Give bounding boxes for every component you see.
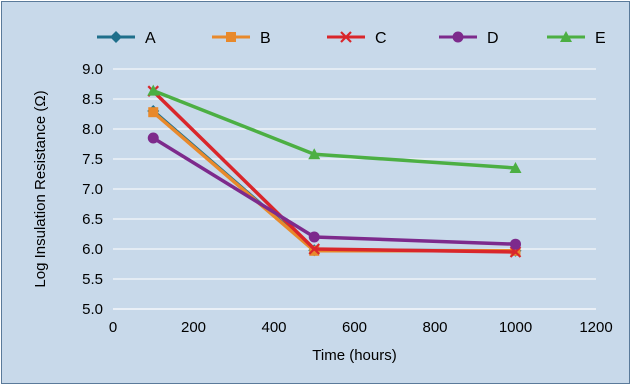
series-d: [147, 132, 521, 250]
x-tick-label: 400: [261, 319, 286, 336]
axes: 5.0 5.5 6.0 6.5 7.0 7.5 8.0 8.5 9.0 0 200 400 600 800…: [82, 61, 613, 336]
legend-marker: [452, 31, 464, 43]
legend: A B C D E: [97, 30, 606, 47]
data-point: [308, 243, 321, 255]
data-point: [309, 245, 320, 256]
x-tick-label: 800: [422, 319, 447, 336]
data-point: [147, 84, 160, 96]
legend-item-d: D: [439, 30, 499, 47]
legend-item-a: A: [97, 30, 156, 47]
y-tick-label: 6.5: [82, 211, 103, 228]
y-axis-title: Log Insulation Resistance (Ω): [32, 90, 49, 287]
series-lines: [147, 84, 522, 258]
data-point: [509, 246, 522, 258]
series-line: [152, 109, 516, 253]
series-e: [147, 84, 522, 173]
data-point: [509, 162, 522, 173]
legend-item-b: B: [212, 30, 271, 47]
legend-label: D: [487, 30, 499, 47]
y-tick-label: 9.0: [82, 61, 103, 78]
x-tick-label: 200: [181, 319, 206, 336]
y-tick-label: 8.5: [82, 91, 103, 108]
legend-marker: [560, 31, 572, 42]
legend-item-c: C: [327, 30, 387, 47]
legend-marker: [110, 31, 122, 43]
y-tick-label: 8.0: [82, 121, 103, 138]
series-a: [147, 105, 522, 257]
data-point: [308, 231, 320, 243]
y-tick-label: 5.0: [82, 301, 103, 318]
data-point: [148, 107, 159, 118]
legend-item-e: E: [547, 30, 606, 47]
x-tick-label: 1200: [579, 319, 612, 336]
data-point: [510, 238, 521, 250]
legend-marker: [340, 31, 352, 43]
data-point: [308, 148, 321, 160]
series-line: [152, 110, 516, 253]
y-tick-label: 6.0: [82, 241, 103, 258]
x-axis-title: Time (hours): [312, 347, 396, 364]
y-tick-label: 5.5: [82, 271, 103, 288]
legend-label: B: [260, 30, 271, 47]
x-tick-label: 1000: [499, 319, 532, 336]
legend-label: C: [375, 30, 387, 47]
legend-marker: [226, 32, 236, 42]
legend-label: A: [145, 30, 156, 47]
y-tick-label: 7.5: [82, 151, 103, 168]
x-tick-label: 600: [342, 319, 367, 336]
x-tick-label: 0: [109, 319, 117, 336]
gridlines: [113, 68, 596, 280]
legend-label: E: [595, 30, 606, 47]
data-point: [147, 132, 159, 144]
y-tick-label: 7.0: [82, 181, 103, 198]
